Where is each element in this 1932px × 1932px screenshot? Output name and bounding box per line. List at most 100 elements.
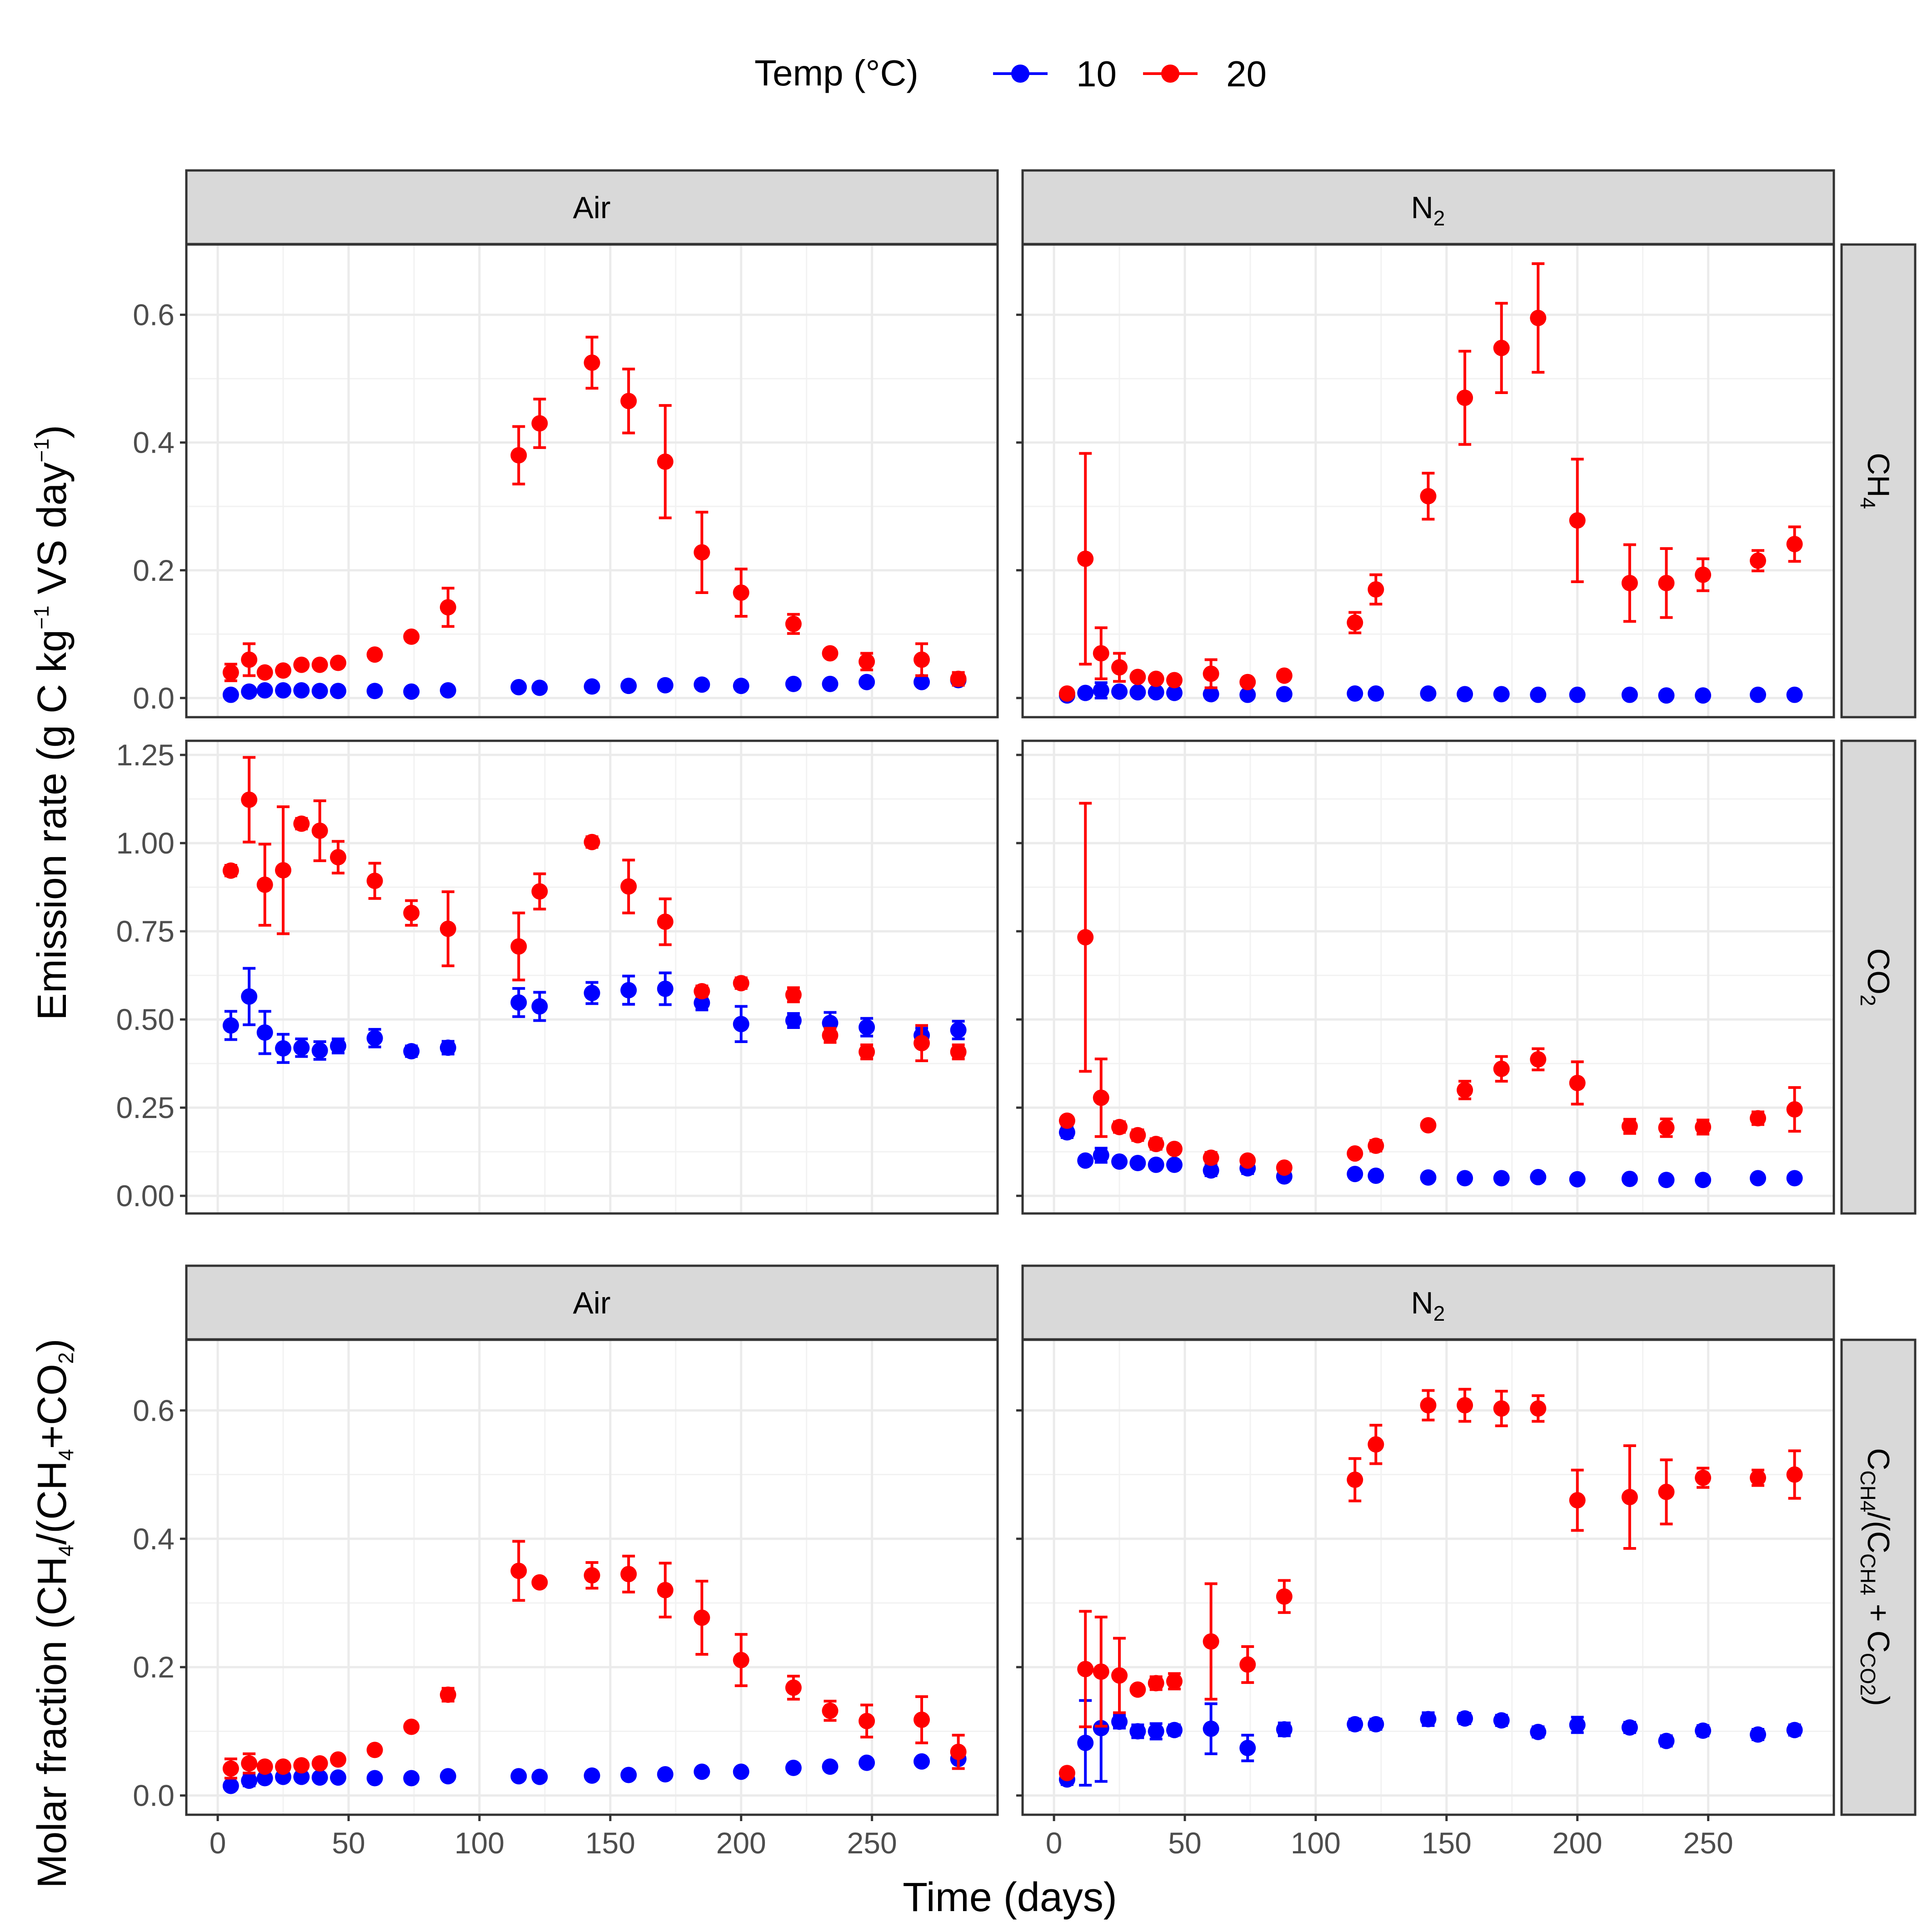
data-point (1658, 1483, 1675, 1500)
data-point (1347, 1716, 1363, 1732)
data-point (733, 1652, 749, 1668)
data-point (1493, 1712, 1510, 1729)
data-point (1276, 1159, 1293, 1176)
series-20 (222, 335, 967, 687)
data-point (293, 815, 310, 832)
data-point (311, 1769, 328, 1786)
data-point (785, 615, 802, 632)
y-tick-label: 1.00 (116, 826, 175, 860)
data-point (510, 994, 527, 1011)
data-point (1368, 685, 1384, 702)
data-point (1569, 686, 1586, 703)
data-point (311, 1042, 328, 1059)
data-point (1786, 536, 1803, 553)
data-point (620, 393, 637, 409)
data-point (275, 1758, 292, 1775)
data-point (657, 980, 674, 997)
data-point (311, 822, 328, 839)
data-point (1276, 1588, 1293, 1605)
data-point (859, 674, 875, 690)
data-point (620, 878, 637, 895)
series-10 (222, 1751, 967, 1794)
strip-row-ch4: CH4 (1840, 243, 1917, 719)
x-tick-label: 100 (454, 1826, 504, 1860)
data-point (1569, 1717, 1586, 1733)
data-point (256, 1024, 273, 1041)
data-point (914, 1712, 930, 1728)
data-point (329, 1038, 346, 1054)
data-point (1077, 1661, 1094, 1677)
data-point (1368, 1137, 1384, 1154)
data-point (1129, 669, 1146, 685)
data-point (1203, 1162, 1219, 1179)
data-point (222, 686, 239, 703)
data-point (531, 679, 548, 696)
legend-title: Temp (°C) (754, 53, 919, 93)
panel-fraction-n2: 0 50 100 150 200 250 (1016, 1338, 1835, 1860)
data-point (293, 656, 310, 673)
data-point (1166, 1140, 1183, 1157)
data-point (657, 1582, 674, 1598)
data-point (1750, 1170, 1767, 1187)
legend-key-point-10 (1011, 65, 1029, 83)
data-point (1347, 1145, 1363, 1162)
data-point (1093, 1147, 1109, 1163)
data-point (1457, 1170, 1473, 1187)
data-point (1148, 684, 1164, 701)
data-point (222, 1017, 239, 1034)
series-10 (1058, 681, 1803, 704)
data-point (293, 1039, 310, 1056)
data-point (1750, 1469, 1767, 1486)
data-point (1621, 1488, 1638, 1505)
data-point (657, 1766, 674, 1783)
data-point (950, 670, 967, 687)
data-point (1093, 682, 1109, 699)
data-point (1457, 686, 1473, 703)
data-point (1750, 1110, 1767, 1127)
data-point (1658, 1172, 1675, 1188)
data-point (1569, 512, 1586, 529)
data-point (1148, 1723, 1164, 1740)
panel-border (185, 243, 999, 719)
data-point (366, 646, 383, 663)
series-20 (222, 1540, 967, 1780)
data-point (1420, 1397, 1437, 1414)
data-point (1695, 1722, 1712, 1739)
panel-background (186, 245, 998, 717)
data-point (1347, 614, 1363, 631)
legend: Temp (°C) 10 20 (754, 53, 1267, 94)
data-point (1093, 1089, 1109, 1106)
data-point (1166, 672, 1183, 689)
data-point (859, 1754, 875, 1771)
x-tick-label: 50 (1168, 1826, 1201, 1860)
y-axis-title-fraction: Molar fraction (CH4/(CH4+CO2) (30, 1338, 78, 1888)
data-point (241, 683, 258, 700)
data-point (657, 453, 674, 470)
data-point (439, 682, 456, 699)
data-point (1621, 1719, 1638, 1736)
y-axis-title-emission: Emission rate (g C kg−1 VS day−1) (30, 425, 75, 1020)
data-point (1750, 1726, 1767, 1743)
data-point (1420, 1117, 1437, 1133)
series-20 (1058, 802, 1803, 1176)
x-tick-label: 150 (585, 1826, 635, 1860)
data-point (531, 998, 548, 1015)
data-point (1493, 686, 1510, 703)
data-point (1695, 1172, 1712, 1188)
data-point (733, 1763, 749, 1780)
data-point (822, 675, 839, 692)
data-point (439, 1768, 456, 1785)
x-tick-label: 100 (1291, 1826, 1341, 1860)
data-point (531, 1768, 548, 1785)
x-tick-label: 200 (716, 1826, 766, 1860)
data-point (275, 662, 292, 679)
data-point (403, 1770, 420, 1787)
data-point (1347, 685, 1363, 702)
data-point (822, 645, 839, 662)
data-point (1347, 1471, 1363, 1488)
strip-top-n2: N2 (1021, 169, 1835, 245)
data-point (694, 1763, 710, 1780)
panel-ch4-n2 (1016, 243, 1835, 719)
data-point (1203, 1633, 1219, 1650)
